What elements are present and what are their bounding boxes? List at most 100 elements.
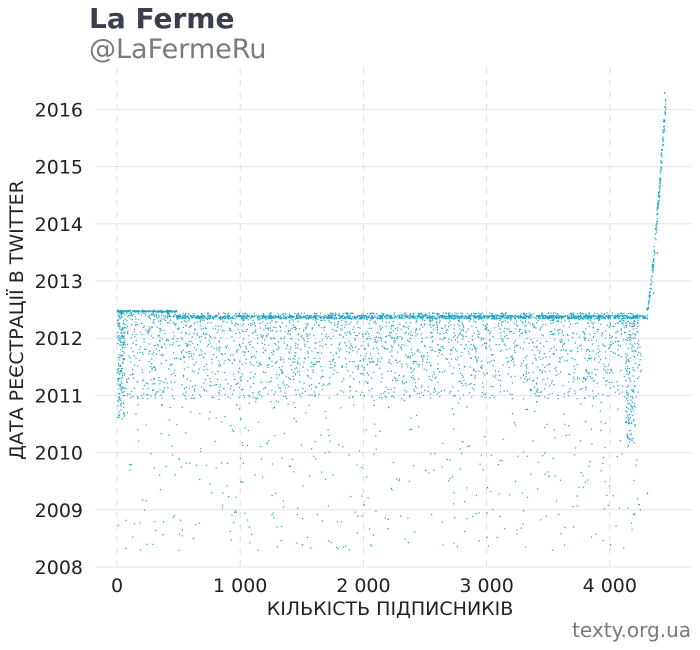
data-point (456, 317, 458, 319)
data-point (523, 374, 525, 377)
data-point (256, 315, 258, 317)
data-point (614, 315, 616, 318)
data-point (466, 316, 468, 318)
data-point (354, 339, 356, 341)
data-point (627, 358, 629, 360)
data-point (201, 318, 204, 320)
data-point (307, 352, 309, 355)
data-point (664, 92, 666, 94)
data-point (233, 340, 235, 342)
data-point (473, 332, 475, 334)
data-point (434, 390, 437, 392)
data-point (187, 315, 189, 317)
data-point (629, 433, 631, 436)
data-point (125, 519, 127, 521)
data-point (625, 417, 627, 419)
data-point (295, 347, 297, 349)
data-point (149, 311, 151, 313)
data-point (390, 331, 392, 333)
data-point (630, 323, 632, 325)
data-point (123, 332, 125, 334)
data-point (121, 328, 123, 330)
data-point (150, 335, 153, 337)
data-point (538, 356, 540, 358)
data-point (469, 316, 471, 318)
data-point (468, 445, 471, 447)
data-point (120, 384, 122, 386)
data-point (171, 310, 173, 312)
data-point (187, 343, 189, 345)
data-point (575, 315, 577, 317)
data-point (347, 370, 349, 372)
data-point (521, 316, 523, 318)
data-point (366, 331, 368, 333)
data-point (132, 373, 134, 375)
data-point (224, 359, 226, 362)
data-point (390, 315, 393, 318)
data-point (393, 314, 395, 316)
data-point (585, 388, 587, 391)
data-point (294, 354, 296, 357)
data-point (193, 390, 196, 392)
data-point (589, 358, 591, 360)
data-point (613, 317, 616, 319)
data-point (223, 371, 225, 374)
data-point (591, 343, 594, 345)
data-point (432, 324, 434, 327)
data-point (646, 309, 648, 311)
data-point (636, 314, 638, 316)
data-point (480, 339, 482, 341)
data-point (130, 374, 132, 376)
data-point (252, 392, 254, 394)
data-point (451, 408, 453, 410)
data-point (593, 359, 596, 361)
data-point (526, 337, 528, 339)
data-point (513, 333, 515, 335)
data-point (661, 161, 663, 163)
data-point (419, 315, 421, 317)
data-point (260, 334, 262, 336)
data-point (658, 197, 660, 199)
data-point (603, 313, 605, 316)
data-point (275, 316, 277, 318)
data-point (578, 486, 580, 489)
data-point (373, 404, 375, 406)
data-point (314, 394, 316, 396)
data-point (506, 357, 508, 359)
data-point (632, 337, 635, 340)
data-point (285, 317, 287, 319)
data-point (229, 388, 232, 390)
data-point (229, 327, 231, 329)
data-point (532, 323, 534, 325)
data-point (650, 288, 652, 290)
data-point (637, 498, 639, 500)
data-point (300, 316, 302, 318)
data-point (479, 314, 481, 317)
data-point (165, 316, 167, 318)
data-point (451, 349, 453, 351)
data-point (321, 388, 323, 390)
data-point (633, 513, 635, 515)
data-point (422, 317, 424, 319)
data-point (439, 338, 441, 340)
data-point (326, 316, 328, 318)
data-point (334, 322, 336, 324)
data-point (237, 382, 239, 384)
data-point (387, 370, 389, 372)
data-point (436, 325, 439, 327)
data-point (566, 360, 569, 362)
data-point (486, 315, 488, 317)
data-point (120, 381, 122, 383)
data-point (621, 315, 624, 317)
data-point (409, 321, 411, 324)
data-point (512, 316, 514, 318)
data-point (391, 379, 394, 381)
data-point (578, 316, 580, 318)
data-point (500, 318, 502, 320)
data-point (287, 329, 290, 332)
data-point (133, 387, 135, 389)
data-point (141, 369, 143, 371)
data-point (525, 313, 528, 315)
data-point (551, 380, 553, 382)
data-point (465, 384, 467, 386)
